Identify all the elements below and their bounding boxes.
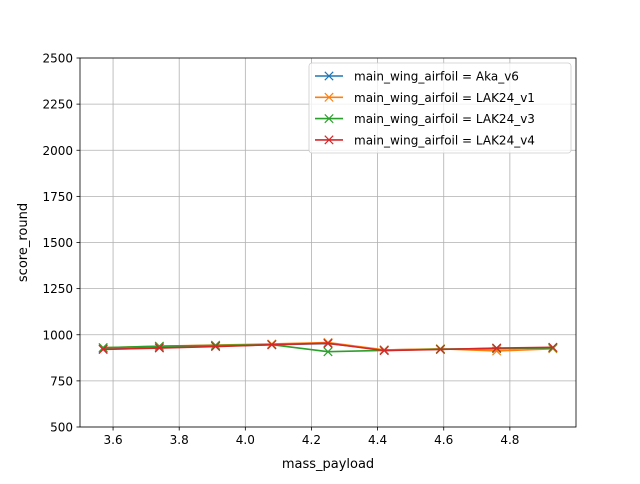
- legend-label: main_wing_airfoil = Aka_v6: [354, 70, 519, 84]
- y-tick-label: 2250: [42, 98, 73, 112]
- x-tick-label: 4.6: [434, 433, 453, 447]
- data-point-marker: [548, 342, 558, 352]
- data-point-marker: [210, 341, 221, 352]
- y-tick-label: 750: [50, 374, 73, 388]
- legend-swatch-marker: [324, 135, 334, 145]
- x-tick-label: 3.8: [170, 433, 189, 447]
- series-4: [98, 338, 558, 356]
- y-tick-label: 1000: [42, 328, 73, 342]
- data-point-marker: [267, 340, 277, 350]
- legend-label: main_wing_airfoil = LAK24_v4: [354, 133, 535, 147]
- y-tick-label: 1500: [42, 236, 73, 250]
- x-tick-label: 4.0: [236, 433, 255, 447]
- legend-item: main_wing_airfoil = LAK24_v3: [315, 112, 535, 126]
- y-tick-label: 2000: [42, 144, 73, 158]
- data-point-marker: [98, 344, 108, 355]
- y-axis-label: score_round: [16, 203, 31, 282]
- x-tick-label: 4.2: [302, 433, 321, 447]
- legend-label: main_wing_airfoil = LAK24_v3: [354, 112, 535, 126]
- data-point-marker: [379, 345, 389, 356]
- x-axis-label: mass_payload: [282, 457, 374, 472]
- x-tick-label: 4.4: [368, 433, 387, 447]
- legend-swatch-marker: [324, 92, 334, 102]
- legend-swatch-marker: [324, 71, 334, 81]
- legend-label: main_wing_airfoil = LAK24_v1: [354, 91, 535, 105]
- legend: main_wing_airfoil = Aka_v6 main_wing_airf…: [308, 62, 572, 154]
- ticks: 3.6 3.8 4.0 4.2 4.4 4.6 4.8 500 750 1000 1250 1500 1…: [42, 52, 519, 448]
- data-point-marker: [154, 341, 164, 351]
- x-tick-label: 4.8: [500, 433, 519, 447]
- series-group: [98, 337, 558, 357]
- data-point-marker: [492, 343, 502, 353]
- data-point-marker: [98, 343, 108, 353]
- y-tick-label: 500: [50, 421, 73, 435]
- data-point-marker: [435, 344, 446, 355]
- legend-swatch-marker: [324, 113, 334, 124]
- y-tick-label: 1250: [42, 282, 73, 296]
- legend-box: [308, 62, 572, 154]
- legend-item: main_wing_airfoil = Aka_v6: [315, 70, 519, 84]
- y-tick-label: 1750: [42, 190, 73, 204]
- y-tick-label: 2500: [42, 52, 73, 66]
- legend-item: main_wing_airfoil = LAK24_v1: [315, 91, 535, 105]
- data-point-marker: [154, 343, 164, 353]
- data-point-marker: [323, 338, 333, 348]
- x-tick-label: 3.6: [104, 433, 123, 447]
- data-point-marker: [210, 340, 221, 351]
- data-point-marker: [323, 347, 333, 357]
- legend-item: main_wing_airfoil = LAK24_v4: [315, 133, 535, 147]
